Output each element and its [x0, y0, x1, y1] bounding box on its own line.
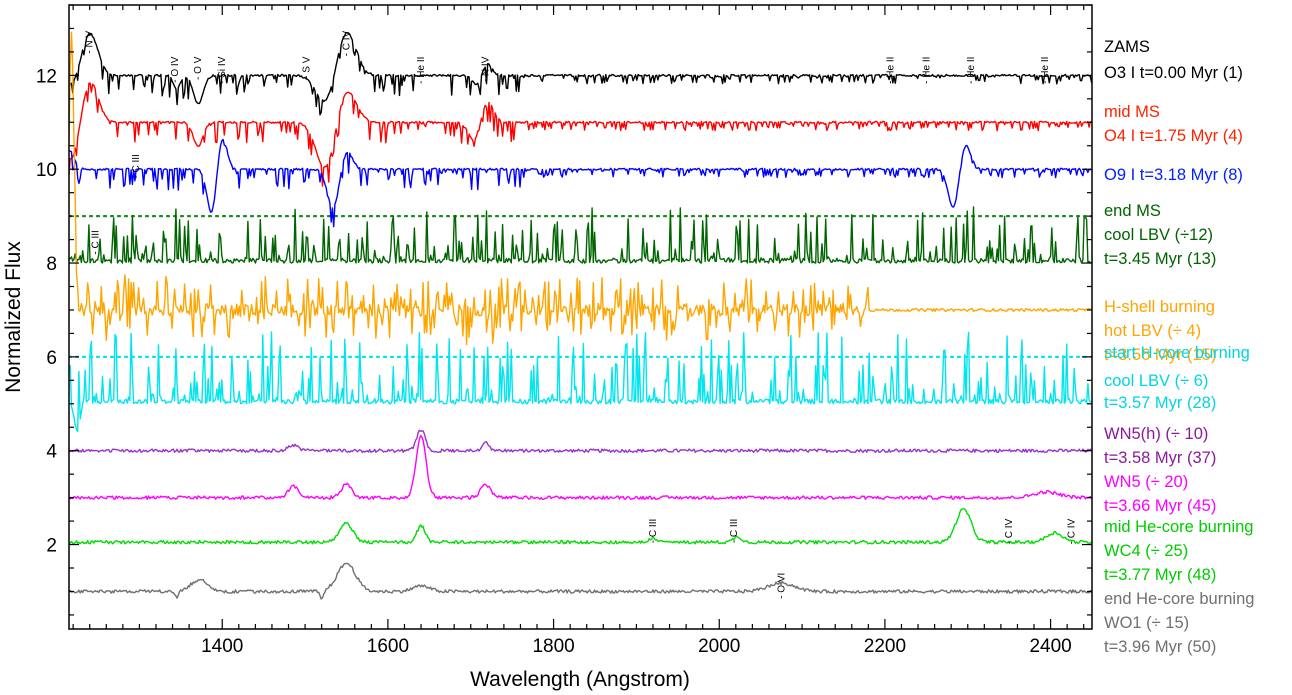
line-id-label: - O VI [776, 573, 787, 599]
reference-lines [69, 215, 1092, 358]
legend-item: t=3.77 Myr (48) [1104, 566, 1216, 584]
line-id-label: - Si IV [217, 56, 228, 84]
legend-item: mid MS [1104, 103, 1160, 121]
line-id-label: - C III [648, 519, 659, 543]
legend-item: t=3.45 Myr (13) [1104, 250, 1216, 268]
plot-frame [68, 4, 1093, 630]
series-line [69, 138, 1092, 228]
line-id-label: - C IV [1004, 518, 1015, 544]
y-tick-label: 6 [46, 348, 57, 369]
line-id-label: - C III [91, 230, 102, 254]
legend-item: cool LBV (÷ 6) [1104, 372, 1208, 390]
legend-item: WC4 (÷ 25) [1104, 542, 1188, 560]
legend-item: start H-core burning [1104, 344, 1250, 362]
y-tick-label: 4 [46, 442, 57, 463]
x-tick-label: 1400 [201, 636, 243, 657]
x-tick-label: 2200 [864, 636, 906, 657]
line-id-label: - C III [729, 519, 740, 543]
y-axis-title: Normalized Flux [2, 241, 25, 393]
legend-item: t=3.96 Myr (50) [1104, 638, 1216, 656]
legend-item: WN5 (÷ 20) [1104, 473, 1188, 491]
y-axis: 2 4 6 8 10 12 [36, 4, 1092, 616]
y-tick-label: 8 [46, 254, 57, 275]
legend-item: t=3.58 Myr (37) [1104, 449, 1216, 467]
line-id-label: - N V [85, 30, 96, 53]
legend-item: H-shell burning [1104, 298, 1215, 316]
series-line [69, 206, 1092, 264]
line-id-label: - O V [193, 56, 204, 80]
line-id-label: - He II [886, 57, 897, 84]
legend-item: WN5(h) (÷ 10) [1104, 425, 1208, 443]
series-line [69, 429, 1092, 453]
y-tick-label: 10 [36, 160, 57, 181]
legend-item: mid He-core burning [1104, 518, 1253, 536]
legend-item: end MS [1104, 202, 1161, 220]
series-line [69, 331, 1092, 433]
series-line [69, 31, 1092, 346]
line-id-label: - C IV [1066, 518, 1077, 544]
x-tick-label: 2000 [698, 636, 740, 657]
series-line [69, 82, 1092, 187]
legend-item: t=3.57 Myr (28) [1104, 394, 1216, 412]
series-line [69, 507, 1092, 545]
x-axis: 1400 1600 1800 2000 2200 2400 [72, 5, 1085, 657]
line-id-label: - C IV [341, 30, 352, 56]
legend-item: hot LBV (÷ 4) [1104, 322, 1201, 340]
legend-item: ZAMS [1104, 38, 1150, 56]
x-tick-label: 1600 [367, 636, 409, 657]
legend: ZAMS O3 I t=0.00 Myr (1) mid MS O4 I t=1.75… [1104, 38, 1254, 656]
line-id-label: - O IV [170, 56, 181, 82]
series-line [69, 434, 1092, 500]
legend-item: t=3.56 Myr (15) [1104, 346, 1216, 364]
line-id-labels: - N V - O IV - O V - Si IV - S V - C IV - He I… [85, 30, 1078, 598]
line-id-label: - He II [921, 57, 932, 84]
x-tick-label: 2400 [1029, 636, 1071, 657]
legend-item: end He-core burning [1104, 590, 1254, 608]
line-id-label: - He II [966, 57, 977, 84]
series-line [69, 32, 1092, 116]
legend-item: O9 I t=3.18 Myr (8) [1104, 166, 1243, 184]
legend-item: cool LBV (÷12) [1104, 226, 1213, 244]
legend-item: t=3.66 Myr (45) [1104, 497, 1216, 515]
series-group [69, 31, 1092, 600]
line-id-label: - He II [1040, 57, 1051, 84]
legend-item: O4 I t=1.75 Myr (4) [1104, 127, 1243, 145]
line-id-label: - S V [302, 56, 313, 79]
legend-item: WO1 (÷ 15) [1104, 614, 1189, 632]
series-line [69, 562, 1092, 600]
line-id-label: - He II [416, 57, 427, 84]
x-tick-label: 1800 [532, 636, 574, 657]
y-tick-label: 12 [36, 66, 57, 87]
legend-item: O3 I t=0.00 Myr (1) [1104, 64, 1243, 82]
x-axis-title: Wavelength (Angstrom) [470, 668, 690, 691]
line-id-label: - N IV [481, 56, 492, 82]
line-id-label: - C III [131, 154, 142, 178]
y-tick-label: 2 [46, 536, 57, 557]
